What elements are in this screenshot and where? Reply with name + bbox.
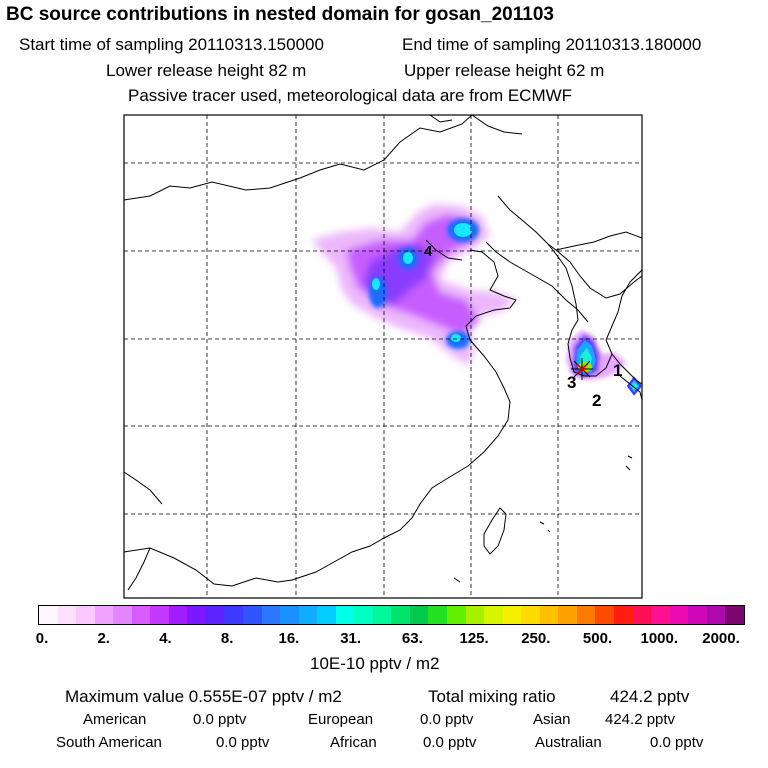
colorbar-tick-label: 250. <box>521 630 551 647</box>
colorbar-cell <box>595 606 614 624</box>
max-value: Maximum value 0.555E-07 pptv / m2 <box>65 687 342 706</box>
marker-1-label: 1 <box>613 361 622 380</box>
australian-label: Australian <box>535 734 602 751</box>
colorbar-cell <box>113 606 132 624</box>
american-label: American <box>83 711 147 728</box>
marker-4-label: 4 <box>424 243 433 260</box>
colorbar-cell <box>521 606 540 624</box>
colorbar-cell <box>409 606 429 624</box>
colorbar-tick-label: 31. <box>340 630 362 647</box>
colorbar-cell <box>651 606 670 624</box>
colorbar-tick-label: 8. <box>220 630 234 647</box>
colorbar-unit: 10E-10 pptv / m2 <box>310 654 440 673</box>
colorbar-tick-label: 0. <box>35 630 49 647</box>
colorbar-cell <box>613 606 633 624</box>
colorbar-cell <box>688 606 707 624</box>
african-value: 0.0 pptv <box>423 734 477 751</box>
colorbar-cell <box>261 606 281 624</box>
south-american-value: 0.0 pptv <box>216 734 270 751</box>
colorbar-cell <box>94 606 114 624</box>
colorbar-cell <box>150 606 169 624</box>
south-american-label: South American <box>56 734 162 751</box>
asian-label: Asian <box>533 711 571 728</box>
bc-plume <box>312 204 516 366</box>
colorbar-cell <box>57 606 77 624</box>
colorbar-cell <box>131 606 151 624</box>
asian-value: 424.2 pptv <box>605 711 676 728</box>
colorbar-cell <box>428 606 448 624</box>
colorbar-tick-label: 2. <box>97 630 110 647</box>
colorbar-tick-label: 125. <box>459 630 489 647</box>
colorbar-cell <box>725 606 744 624</box>
colorbar-cell <box>447 606 466 624</box>
colorbar-cell <box>205 606 225 624</box>
colorbar-cell <box>706 606 726 624</box>
receptor-star-icon <box>571 358 593 380</box>
colorbar-cell <box>187 606 206 624</box>
colorbar-cell <box>354 606 373 624</box>
gridlines <box>124 115 642 598</box>
african-label: African <box>330 734 377 751</box>
colorbar-cell <box>168 606 188 624</box>
european-value: 0.0 pptv <box>420 711 474 728</box>
colorbar-cell <box>539 606 559 624</box>
colorbar-cell <box>280 606 299 624</box>
colorbar-tick-label: 2000. <box>702 630 740 647</box>
colorbar-tick-label: 4. <box>159 630 172 647</box>
colorbar-cell <box>465 606 485 624</box>
european-label: European <box>308 711 374 728</box>
total-mixing-value: 424.2 pptv <box>610 687 690 706</box>
lower-release-height: Lower release height 82 m <box>106 61 307 80</box>
american-value: 0.0 pptv <box>193 711 247 728</box>
colorbar-cell <box>502 606 522 624</box>
colorbar-cell <box>298 606 318 624</box>
australian-value: 0.0 pptv <box>650 734 704 751</box>
tracer-note: Passive tracer used, meteorological data… <box>128 86 573 105</box>
colorbar-tick-label: 63. <box>401 630 423 647</box>
end-time: End time of sampling 20110313.180000 <box>402 35 702 54</box>
colorbar-tick-label: 16. <box>278 630 300 647</box>
map-frame <box>123 114 643 599</box>
start-time: Start time of sampling 20110313.150000 <box>19 35 324 54</box>
colorbar-cell <box>558 606 577 624</box>
map-title: BC source contributions in nested domain… <box>6 4 554 25</box>
colorbar-cell <box>317 606 336 624</box>
colorbar-cell <box>76 606 95 624</box>
marker-2-label: 2 <box>592 391 601 410</box>
colorbar-cell <box>372 606 392 624</box>
colorbar-cell <box>632 606 652 624</box>
colorbar-cell <box>335 606 355 624</box>
colorbar-cell <box>669 606 689 624</box>
colorbar-cell <box>484 606 503 624</box>
colorbar <box>38 605 745 625</box>
colorbar-cell <box>243 606 262 624</box>
colorbar-cell <box>224 606 244 624</box>
colorbar-tick-label: 1000. <box>640 630 679 647</box>
colorbar-cell <box>39 606 58 624</box>
total-mixing-label: Total mixing ratio <box>428 687 556 706</box>
upper-release-height: Upper release height 62 m <box>404 61 605 80</box>
colorbar-cell <box>576 606 596 624</box>
marker-3-label: 3 <box>567 373 576 392</box>
colorbar-tick-label: 500. <box>582 630 613 647</box>
colorbar-cell <box>391 606 410 624</box>
